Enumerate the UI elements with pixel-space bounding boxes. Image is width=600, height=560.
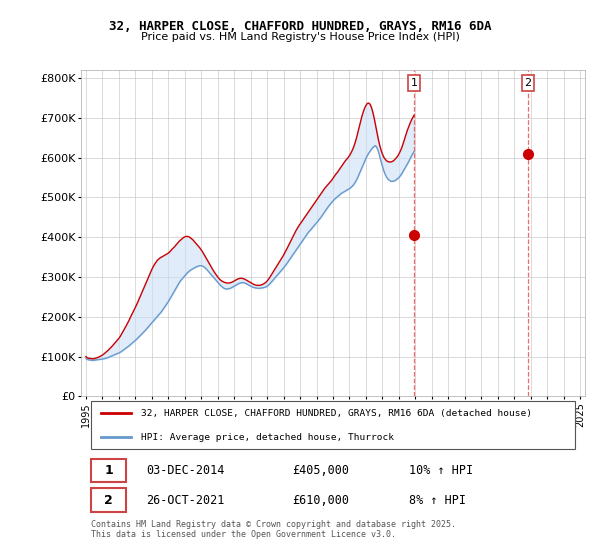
Text: HPI: Average price, detached house, Thurrock: HPI: Average price, detached house, Thur… <box>142 433 394 442</box>
Text: 8% ↑ HPI: 8% ↑ HPI <box>409 493 466 507</box>
Text: Price paid vs. HM Land Registry's House Price Index (HPI): Price paid vs. HM Land Registry's House … <box>140 32 460 43</box>
Text: £405,000: £405,000 <box>293 464 350 477</box>
Text: 32, HARPER CLOSE, CHAFFORD HUNDRED, GRAYS, RM16 6DA: 32, HARPER CLOSE, CHAFFORD HUNDRED, GRAY… <box>109 20 491 32</box>
Text: 1: 1 <box>104 464 113 477</box>
Text: 03-DEC-2014: 03-DEC-2014 <box>146 464 225 477</box>
Text: £610,000: £610,000 <box>293 493 350 507</box>
Text: 2: 2 <box>524 78 532 88</box>
FancyBboxPatch shape <box>91 488 127 512</box>
Text: 26-OCT-2021: 26-OCT-2021 <box>146 493 225 507</box>
FancyBboxPatch shape <box>91 401 575 449</box>
Text: 32, HARPER CLOSE, CHAFFORD HUNDRED, GRAYS, RM16 6DA (detached house): 32, HARPER CLOSE, CHAFFORD HUNDRED, GRAY… <box>142 409 532 418</box>
Text: 2: 2 <box>104 493 113 507</box>
Text: 1: 1 <box>410 78 418 88</box>
Text: Contains HM Land Registry data © Crown copyright and database right 2025.
This d: Contains HM Land Registry data © Crown c… <box>91 520 456 539</box>
FancyBboxPatch shape <box>91 459 127 482</box>
Text: 10% ↑ HPI: 10% ↑ HPI <box>409 464 473 477</box>
